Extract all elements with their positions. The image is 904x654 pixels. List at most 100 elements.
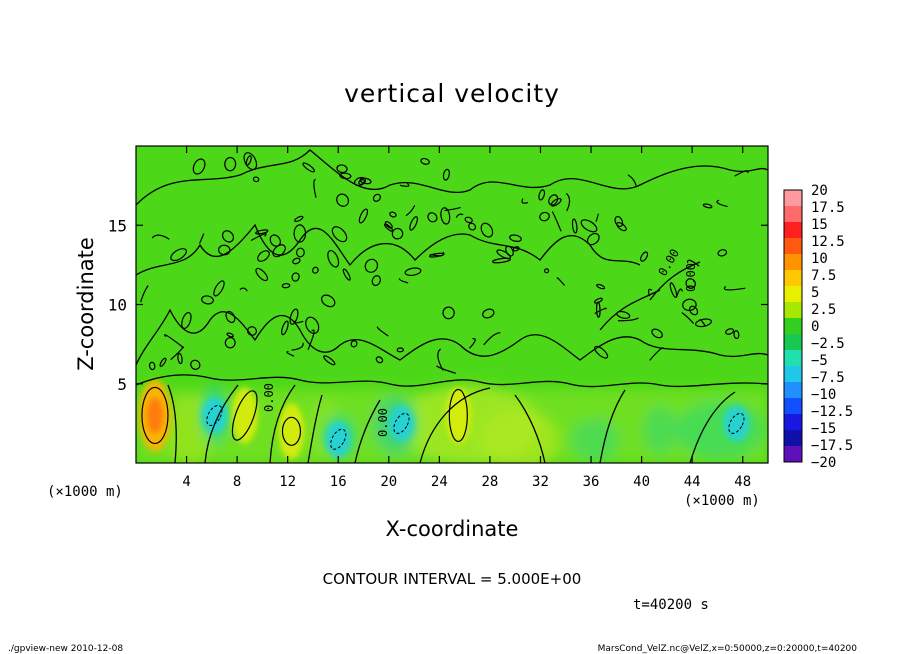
turbulence-loop [651, 328, 663, 339]
x-tick-label: 44 [684, 474, 701, 490]
turbulence-loop [192, 158, 206, 175]
x-tick-label: 8 [233, 474, 241, 490]
turbulence-loop [375, 356, 384, 364]
turbulence-loop [213, 280, 225, 297]
x-tick-label: 4 [182, 474, 190, 490]
turbulence-loop [293, 224, 307, 243]
colorbar-frame [783, 189, 803, 463]
y-axis: 5 10 15 [108, 216, 768, 394]
turbulence-squiggle [405, 205, 416, 217]
turbulence-loop [148, 361, 156, 371]
turbulence-squiggle [170, 345, 184, 361]
colorbar-label: 0 [811, 319, 819, 335]
colorbar-label: −15 [811, 421, 836, 437]
chart-title: vertical velocity [344, 79, 560, 108]
contour-line [649, 261, 701, 301]
turbulence-squiggle [681, 312, 695, 325]
contour-line [514, 394, 546, 463]
contour-line [204, 384, 239, 463]
turbulence-loop [480, 222, 494, 238]
turbulence-loop [689, 305, 699, 316]
turbulence-loop [302, 162, 316, 173]
contour-labels: 0.00 0.00 0.00 0.00 [262, 246, 698, 437]
contour-label: 0.00 [262, 383, 276, 412]
contour-label: 0.00 [376, 408, 390, 437]
turbulence-squiggle [734, 170, 749, 177]
x-unit-label: (×1000 m) [684, 493, 760, 509]
turbulence-loop [733, 330, 740, 340]
colorbar-label: 12.5 [811, 234, 845, 250]
turbulence-loop [292, 257, 301, 265]
updraft-peak [146, 397, 163, 434]
turbulence-loop [640, 251, 649, 262]
turbulence-loop [342, 268, 351, 281]
turbulence-loop [492, 257, 511, 264]
turbulence-squiggle [723, 285, 746, 291]
turbulence-loop [225, 310, 236, 324]
turbulence-loop [224, 156, 237, 172]
feature-layer [138, 379, 750, 460]
turbulence-loop [243, 152, 258, 171]
turbulence-squiggle [551, 211, 562, 232]
turbulence-squiggle [399, 182, 410, 187]
turbulence-loop [544, 268, 550, 274]
colorbar-swatch [784, 414, 802, 431]
turbulence-loop [291, 272, 300, 282]
colorbar-swatch [784, 254, 802, 271]
colorbar-swatch [784, 430, 802, 447]
turbulence-loop [181, 311, 192, 330]
turbulence-loop [442, 168, 450, 181]
contour-line [167, 384, 177, 463]
colorbar-label: 10 [811, 251, 828, 267]
turbulence-loop [336, 193, 350, 207]
turbulence-squiggle [483, 332, 501, 346]
turbulence-loop [323, 355, 336, 366]
turbulence-squiggle [649, 347, 664, 361]
downdraft-core [388, 405, 415, 442]
turbulence-squiggle [565, 192, 571, 212]
turbulence-loop [593, 297, 603, 304]
contour-line [599, 289, 661, 331]
turbulence-loop [336, 164, 348, 174]
contour-line [419, 387, 491, 463]
turbulence-loop [669, 282, 678, 298]
turbulence-loop [294, 215, 304, 223]
turbulence-loop [404, 267, 422, 276]
turbulence-loop [539, 211, 550, 222]
x-tick-label: 24 [431, 474, 448, 490]
colorbar-swatch [784, 334, 802, 351]
turbulence-squiggle [376, 326, 389, 337]
x-axis: 4 8 12 16 20 24 28 32 36 40 44 48 [182, 146, 751, 490]
turbulence-loop [482, 308, 495, 319]
turbulence-squiggle [198, 232, 205, 244]
turbulence-squiggle [716, 199, 728, 208]
turbulence-loop [596, 283, 606, 290]
turbulence-loop [221, 230, 235, 243]
x-tick-label: 36 [583, 474, 600, 490]
contour-line [136, 374, 768, 388]
colorbar-swatch [784, 398, 802, 415]
turbulence-loop [586, 232, 600, 246]
turbulence-loop [226, 332, 235, 338]
turbulence-loop [364, 258, 379, 273]
colorbar-swatch [784, 366, 802, 383]
turbulence-loop [358, 208, 369, 224]
footer-left: ./gpview-new 2010-12-08 [8, 644, 123, 654]
colorbar-label: 5 [811, 285, 819, 301]
contour-line [689, 391, 736, 463]
turbulence-loop [190, 359, 201, 370]
x-tick-label: 16 [330, 474, 347, 490]
turbulence-loop [442, 306, 455, 320]
colorbar-swatch [784, 286, 802, 303]
turbulence-squiggle [140, 285, 149, 303]
turbulence-squiggle [293, 320, 304, 324]
updraft-core [445, 387, 472, 444]
contour-line [354, 399, 381, 463]
turbulence-loop [464, 216, 473, 224]
turbulence-squiggle [594, 307, 607, 315]
turbulence-squiggle [307, 329, 315, 350]
updraft-core [278, 403, 305, 460]
turbulence-loop [289, 308, 299, 325]
turbulence-loop [218, 244, 231, 256]
